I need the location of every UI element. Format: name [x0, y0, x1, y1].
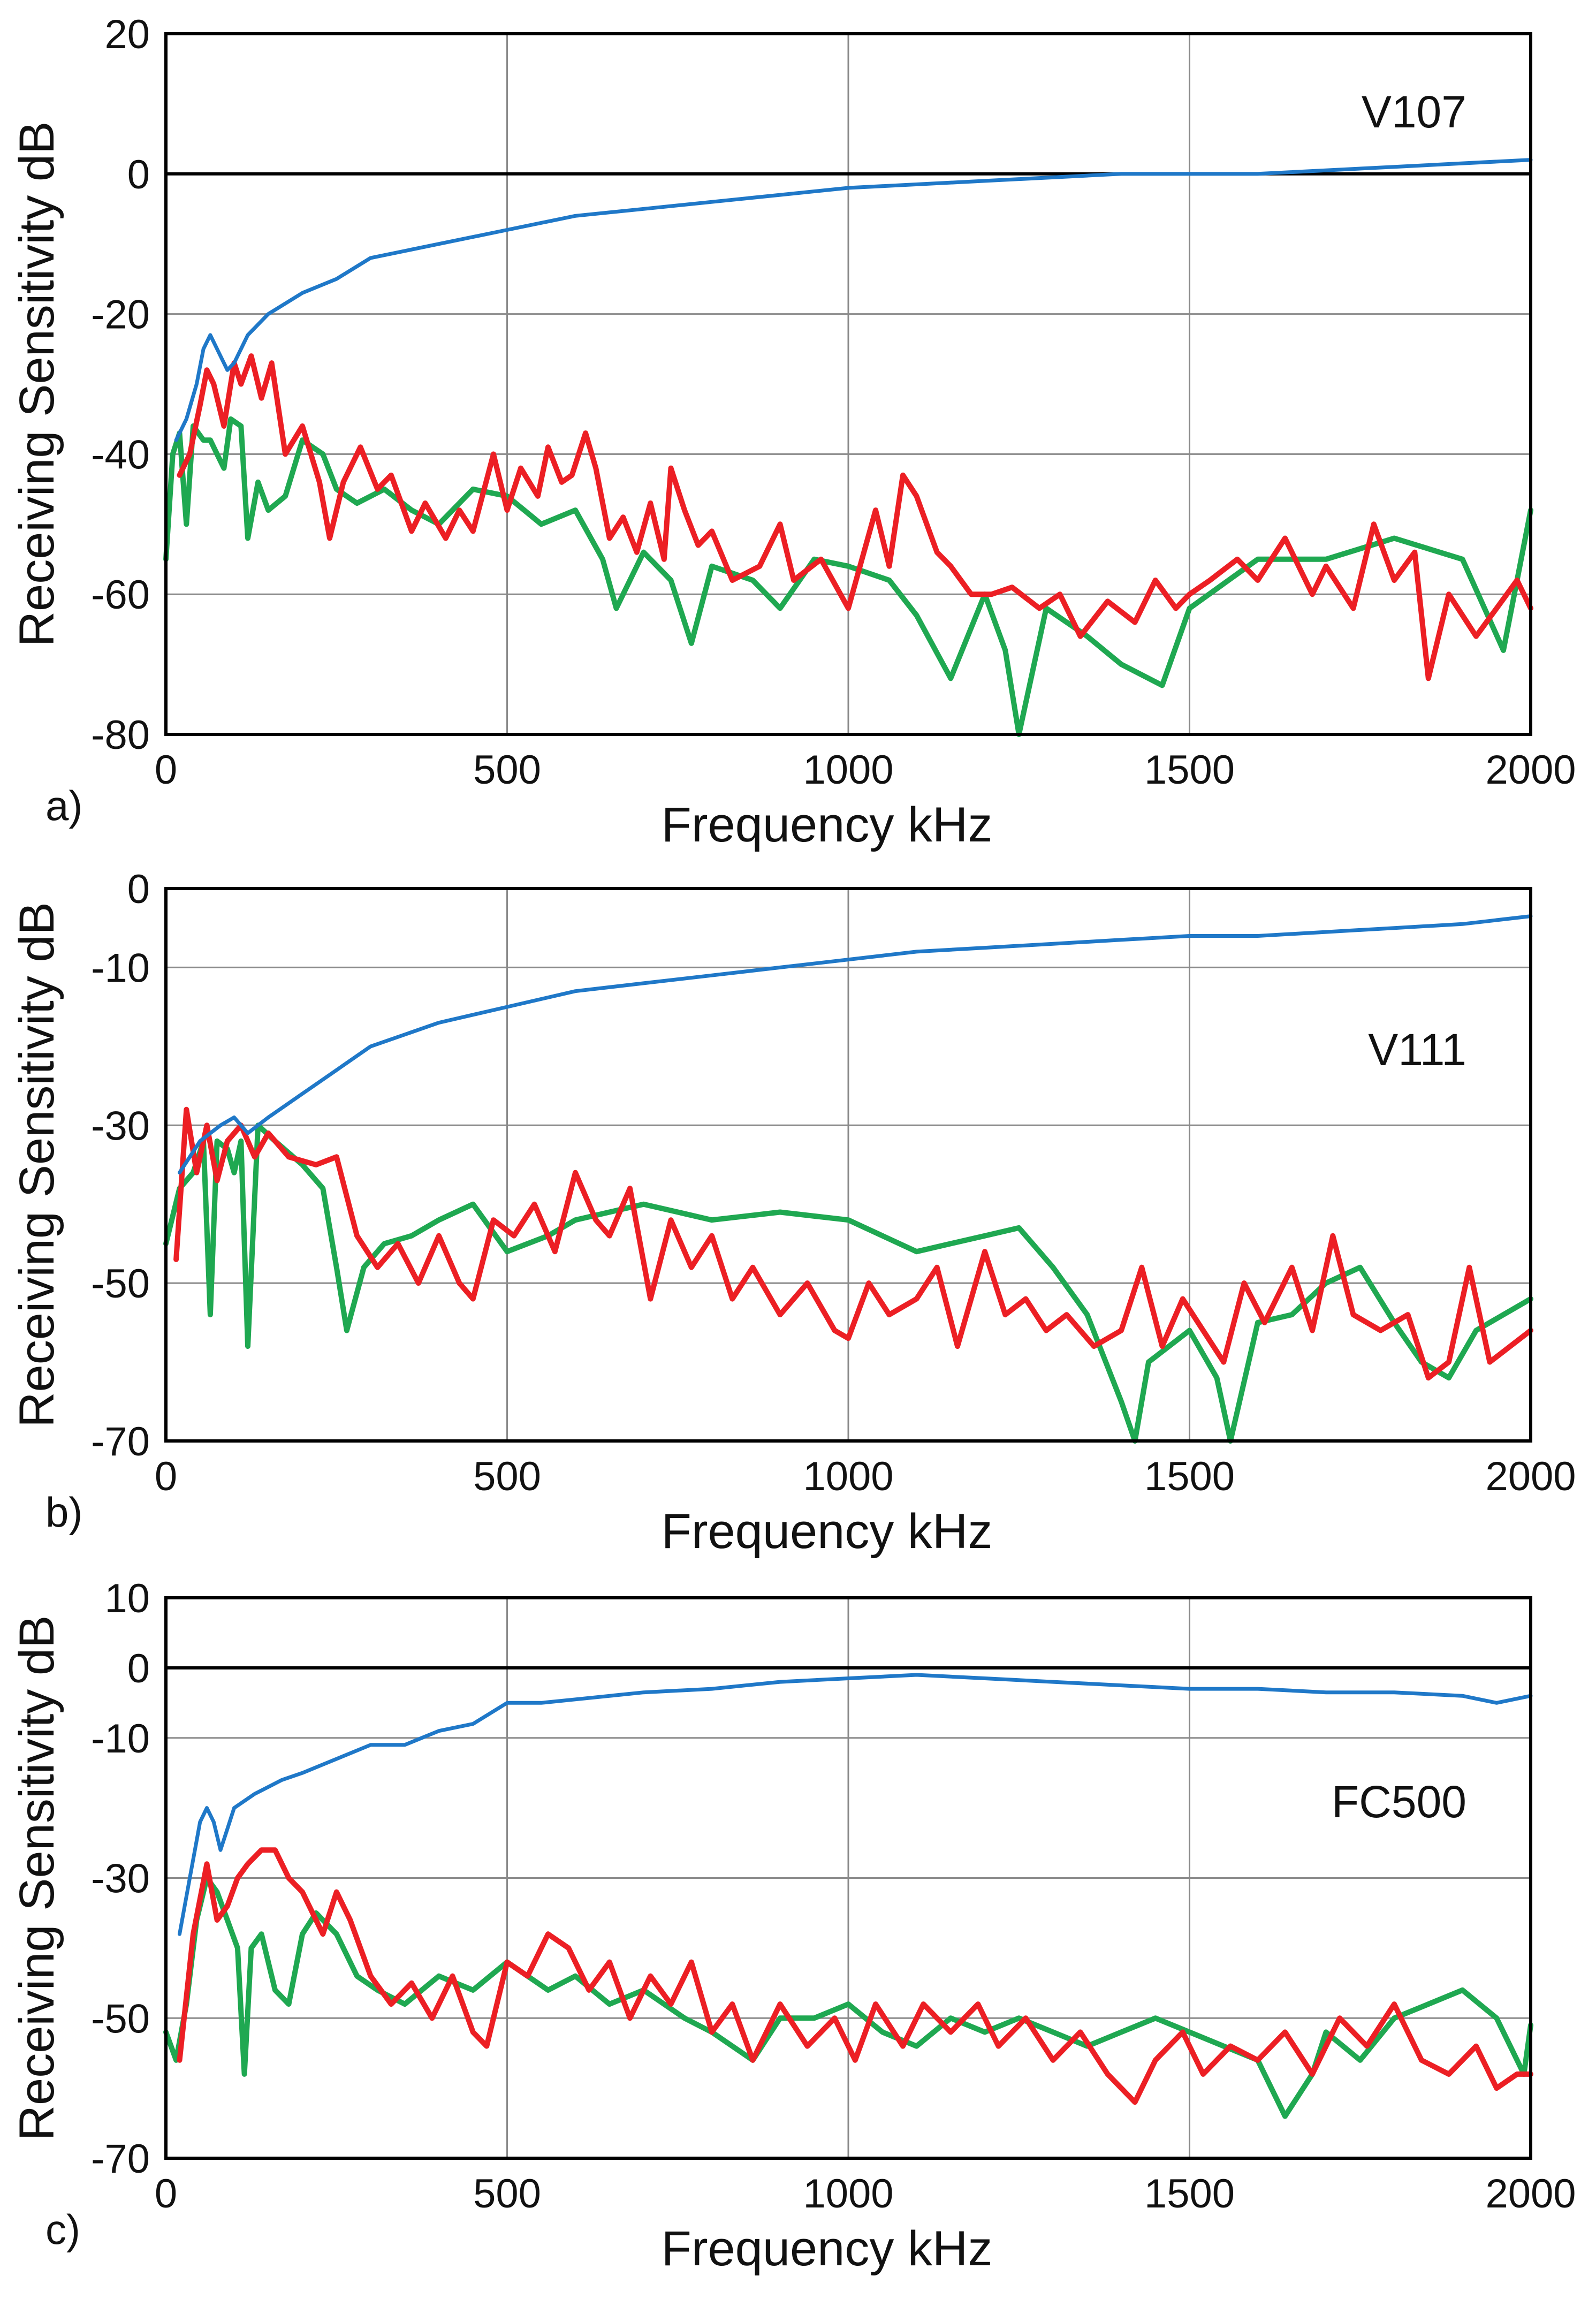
series-line-red [173, 1106, 1533, 1381]
grid [166, 889, 1531, 1441]
panel-label: c) [45, 2206, 80, 2253]
x-tick-label: 2000 [1485, 747, 1576, 793]
panel-3: 0 500 1000 1500 2000 10 0 -10 -30 -50 -70 Frequency… [10, 1576, 1576, 2276]
panel-1: 0 500 1000 1500 2000 20 0 -20 -40 -60 -80 Frequency… [10, 12, 1576, 852]
y-tick-label: -10 [91, 945, 150, 991]
series-line-red [177, 353, 1533, 681]
plot-frame [164, 32, 1532, 736]
series-line-blue [174, 158, 1533, 442]
y-tick-label: -20 [91, 292, 150, 338]
y-tick-label: 0 [127, 152, 150, 198]
y-tick-label: -60 [91, 572, 150, 618]
y-axis-title: Receiving Sensitivity dB [10, 902, 64, 1428]
sensor-label: V111 [1368, 1025, 1466, 1075]
series-line-blue [178, 1673, 1533, 1936]
x-tick-label: 2000 [1485, 2171, 1576, 2217]
series-group [163, 1673, 1533, 2119]
y-tick-label: -30 [91, 1103, 150, 1149]
panel-2: 0 500 1000 1500 2000 0 -10 -30 -50 -70 Frequency k… [10, 867, 1576, 1559]
sensor-label: V107 [1362, 87, 1466, 137]
y-axis-title: Receiving Sensitivity dB [10, 122, 64, 647]
x-tick-label: 0 [155, 747, 177, 793]
series-line-blue [178, 914, 1533, 1175]
x-tick-label: 0 [155, 1454, 177, 1499]
y-tick-label: -40 [91, 432, 150, 477]
panel-label: b) [45, 1489, 82, 1536]
y-tick-label: -10 [91, 1716, 150, 1762]
x-tick-label: 1000 [803, 747, 893, 793]
plot-frame [164, 1596, 1532, 2160]
x-tick-label: 1000 [803, 2171, 893, 2217]
x-axis-title: Frequency kHz [662, 2221, 993, 2276]
series-line-green [163, 1875, 1533, 2119]
y-tick-label: 0 [127, 1646, 150, 1691]
x-tick-label: 500 [473, 747, 541, 793]
y-tick-label: -30 [91, 1856, 150, 1902]
x-tick-label: 2000 [1485, 1454, 1576, 1499]
x-tick-label: 0 [155, 2171, 177, 2217]
x-tick-label: 500 [473, 1454, 541, 1499]
series-line-red [177, 1847, 1533, 2105]
x-tick-label: 1000 [803, 1454, 893, 1499]
x-tick-label: 1500 [1144, 2171, 1235, 2217]
y-tick-label: -50 [91, 1996, 150, 2042]
y-tick-label: 0 [127, 867, 150, 912]
y-tick-label: -70 [91, 2136, 150, 2182]
x-tick-label: 1500 [1144, 747, 1235, 793]
series-line-green [163, 1122, 1533, 1444]
sensor-label: FC500 [1332, 1777, 1466, 1827]
x-tick-label: 500 [473, 2171, 541, 2217]
series-group [163, 158, 1533, 737]
y-tick-label: -80 [91, 712, 150, 758]
x-axis-title: Frequency kHz [662, 1504, 993, 1559]
plot-frame [164, 887, 1532, 1443]
y-tick-label: 10 [104, 1576, 150, 1621]
y-axis-title: Receiving Sensitivity dB [10, 1615, 64, 2141]
panel-label: a) [45, 782, 82, 829]
y-tick-label: -70 [91, 1419, 150, 1465]
y-tick-label: -50 [91, 1261, 150, 1307]
y-tick-label: 20 [104, 12, 150, 57]
x-axis-title: Frequency kHz [662, 798, 993, 852]
x-tick-label: 1500 [1144, 1454, 1235, 1499]
series-group [163, 914, 1533, 1444]
series-line-green [163, 416, 1533, 737]
